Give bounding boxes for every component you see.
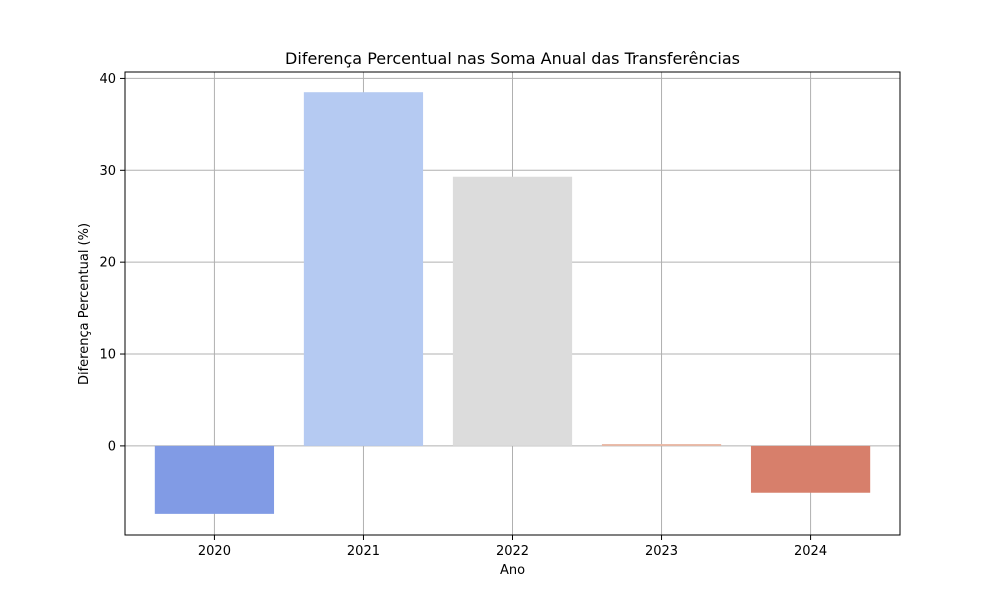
y-tick-label: 20 — [99, 256, 116, 271]
y-tick-label: 0 — [108, 439, 116, 454]
x-tick-label: 2022 — [496, 544, 529, 559]
x-tick-label: 2024 — [794, 544, 827, 559]
x-tick-label: 2021 — [347, 544, 380, 559]
bar-2024 — [750, 445, 871, 493]
y-tick-label: 30 — [99, 164, 116, 179]
bars — [154, 92, 871, 514]
y-axis-label: Diferença Percentual (%) — [77, 223, 92, 385]
axes — [120, 71, 901, 540]
bar-2020 — [154, 445, 275, 514]
x-axis-label: Ano — [500, 563, 525, 578]
x-tick-label: 2020 — [198, 544, 231, 559]
x-tick-label: 2023 — [645, 544, 678, 559]
y-tick-label: 40 — [99, 72, 116, 87]
plot-frame — [124, 71, 901, 536]
y-tick-label: 10 — [99, 348, 116, 363]
bar-2021 — [303, 92, 424, 446]
bar-2023 — [601, 444, 722, 446]
chart-title: Diferença Percentual nas Soma Anual das … — [285, 49, 740, 68]
tick-labels: 0 10 20 30 40 2020 2021 2022 2023 2024 — [99, 72, 827, 559]
bar-2022 — [452, 176, 573, 446]
